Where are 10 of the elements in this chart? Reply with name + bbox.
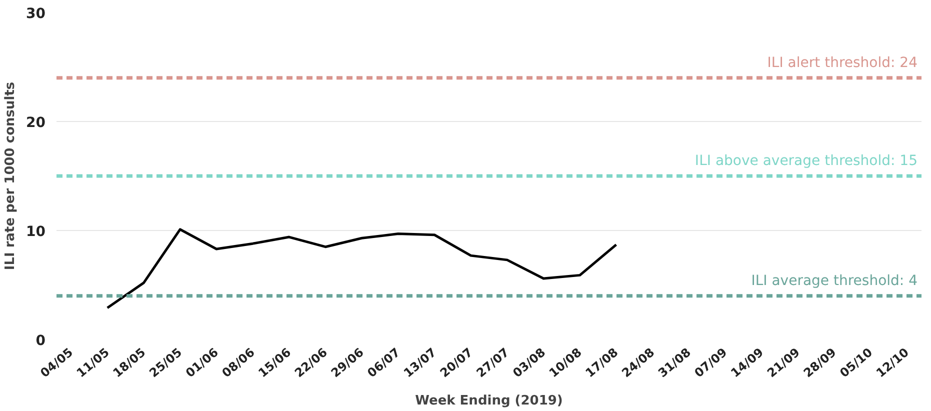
y-axis-title: ILI rate per 1000 consults (3, 82, 18, 270)
ref-line-label: ILI above average threshold: 15 (694, 153, 918, 169)
y-tick-label: 0 (36, 333, 46, 349)
ref-line-label: ILI alert threshold: 24 (767, 54, 918, 71)
y-tick-label: 20 (26, 115, 46, 131)
ref-line-label: ILI average threshold: 4 (751, 272, 918, 289)
y-tick-label: 30 (26, 6, 46, 22)
line-series (106, 228, 618, 310)
x-axis-title: Week Ending (2019) (415, 394, 563, 409)
y-tick-label: 10 (26, 224, 46, 240)
